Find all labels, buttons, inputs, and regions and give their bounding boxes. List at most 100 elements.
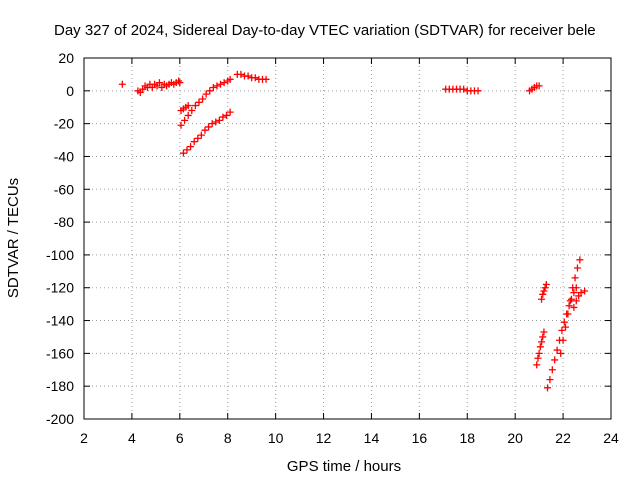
plot-frame xyxy=(83,57,612,420)
data-point xyxy=(570,289,578,297)
data-point xyxy=(177,121,185,129)
data-point xyxy=(220,79,228,87)
axis-ticks: 2 4 6 8 10 12 14 16 18 20 22 24-200-180-160-140-120… xyxy=(46,50,619,446)
x-tick-label: 24 xyxy=(603,430,619,446)
data-point xyxy=(541,284,549,292)
data-point xyxy=(194,134,202,142)
data-point xyxy=(191,102,199,110)
y-tick-label: -40 xyxy=(54,148,74,164)
data-point xyxy=(181,116,189,124)
x-tick-label: 6 xyxy=(176,430,184,446)
data-point xyxy=(179,149,187,157)
data-point xyxy=(217,80,225,88)
data-point xyxy=(215,116,223,124)
x-tick-label: 22 xyxy=(555,430,571,446)
x-tick-label: 8 xyxy=(224,430,232,446)
series-track-22-23-steep xyxy=(557,256,584,357)
series-track-20-21 xyxy=(526,82,543,95)
data-marks xyxy=(118,70,589,392)
series-track-22-23-end xyxy=(570,287,589,311)
data-point xyxy=(533,361,541,369)
series-track-06-08-upper xyxy=(177,75,234,129)
y-tick-label: -200 xyxy=(46,411,74,427)
series-track-17-18 xyxy=(442,85,482,95)
x-axis-label: GPS time / hours xyxy=(287,458,401,475)
series-track-08-10 xyxy=(233,70,270,83)
data-point xyxy=(212,118,220,126)
data-point xyxy=(538,295,546,303)
data-point xyxy=(226,75,234,83)
data-point xyxy=(219,113,227,121)
y-tick-label: -180 xyxy=(46,378,74,394)
data-point xyxy=(553,346,561,354)
x-tick-label: 10 xyxy=(268,430,284,446)
data-point xyxy=(206,87,214,95)
y-tick-label: -100 xyxy=(46,247,74,263)
data-point xyxy=(567,295,575,303)
data-point xyxy=(577,289,585,297)
y-tick-label: 20 xyxy=(58,50,74,66)
y-axis-label: SDTVAR / TECUs xyxy=(5,178,22,298)
series-track-06-short xyxy=(177,102,192,115)
data-point xyxy=(187,143,195,151)
data-point xyxy=(564,310,572,318)
data-point xyxy=(202,90,210,98)
data-point xyxy=(540,328,548,336)
x-tick-label: 2 xyxy=(80,430,88,446)
data-point xyxy=(208,120,216,128)
y-tick-label: -120 xyxy=(46,280,74,296)
chart-title: Day 327 of 2024, Sidereal Day-to-day VTE… xyxy=(54,22,596,39)
data-point xyxy=(188,107,196,115)
data-point xyxy=(560,318,568,326)
data-point xyxy=(540,287,548,295)
data-point xyxy=(226,108,234,116)
data-point xyxy=(544,384,552,392)
data-point xyxy=(542,280,550,288)
data-point xyxy=(209,84,217,92)
data-point xyxy=(546,376,554,384)
data-point xyxy=(155,79,163,87)
x-tick-label: 20 xyxy=(507,430,523,446)
series-track-06-08-lower xyxy=(179,108,234,157)
data-point xyxy=(572,297,580,305)
data-point xyxy=(535,349,543,357)
data-point xyxy=(262,75,270,83)
y-tick-label: -60 xyxy=(54,181,74,197)
y-tick-label: -140 xyxy=(46,313,74,329)
data-point xyxy=(199,95,207,103)
data-point xyxy=(571,274,579,282)
x-tick-label: 12 xyxy=(316,430,332,446)
data-point xyxy=(176,79,184,87)
data-point xyxy=(184,111,192,119)
data-point xyxy=(118,80,126,88)
y-tick-label: -20 xyxy=(54,116,74,132)
data-point xyxy=(184,102,192,110)
x-tick-label: 14 xyxy=(364,430,380,446)
data-point xyxy=(175,77,183,85)
data-point xyxy=(565,302,573,310)
data-point xyxy=(551,356,559,364)
data-point xyxy=(536,343,544,351)
y-tick-label: -80 xyxy=(54,214,74,230)
data-point xyxy=(213,82,221,90)
data-point xyxy=(538,338,546,346)
data-point xyxy=(244,72,252,80)
data-point xyxy=(201,126,209,134)
data-point xyxy=(205,123,213,131)
grid-lines xyxy=(84,58,611,419)
data-point xyxy=(558,326,566,334)
x-tick-label: 18 xyxy=(459,430,475,446)
data-point xyxy=(566,297,574,305)
series-track-21-short xyxy=(538,280,550,303)
data-point xyxy=(570,303,578,311)
x-tick-label: 16 xyxy=(412,430,428,446)
series-track-04-06 xyxy=(134,77,184,96)
data-point xyxy=(576,256,584,264)
data-point xyxy=(474,87,482,95)
series-isolated-point xyxy=(118,80,126,88)
data-point xyxy=(539,290,547,298)
data-point xyxy=(237,70,245,78)
series-track-21-23-main xyxy=(544,284,580,392)
data-point xyxy=(460,85,468,93)
